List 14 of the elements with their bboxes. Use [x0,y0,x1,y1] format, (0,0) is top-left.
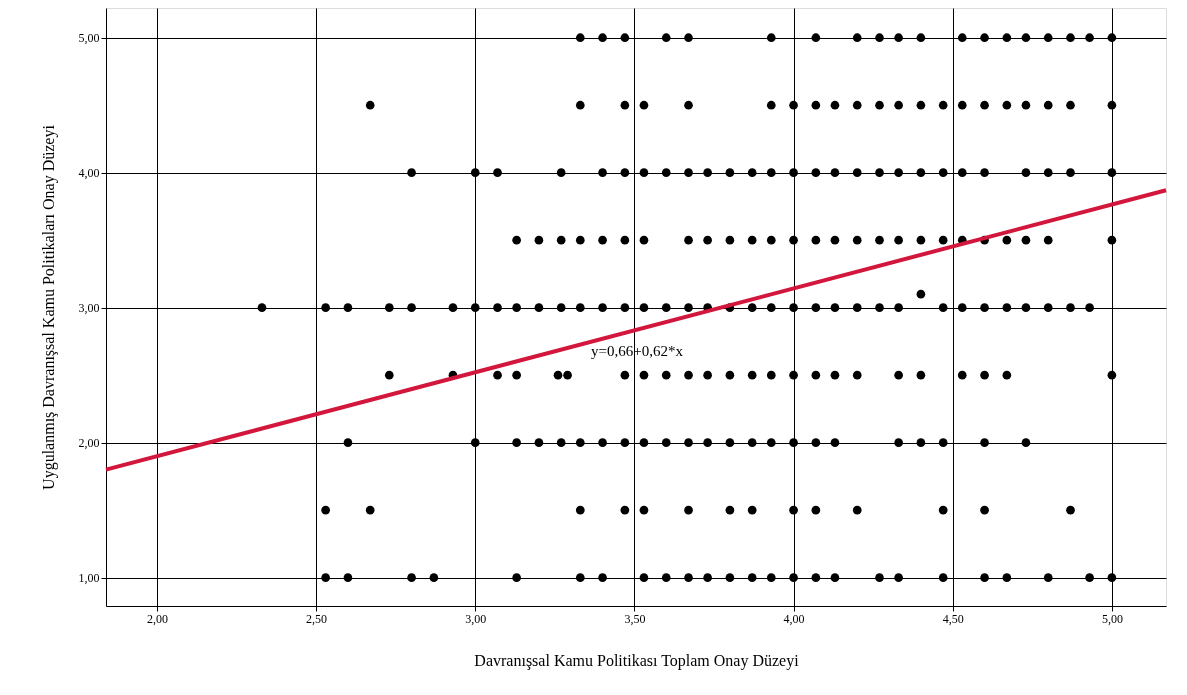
x-axis-title: Davranışsal Kamu Politikası Toplam Onay Düzeyi [474,651,800,670]
x-tick-label: 4,00 [783,611,805,626]
y-tick-label: 3,00 [78,301,100,316]
x-tick-label: 4,50 [942,611,964,626]
x-tick-label: 3,50 [624,611,646,626]
x-tick-label: 5,00 [1101,611,1123,626]
y-tick-label: 5,00 [78,31,100,46]
x-tick-label: 2,50 [306,611,328,626]
x-tick-label: 3,00 [465,611,487,626]
y-tick-label: 2,00 [78,436,100,451]
y-axis-title: Uygulanmış Davranışsal Kamu Politikaları Onay Düzeyi [39,124,58,490]
y-tick-label: 1,00 [78,571,100,586]
x-tick-label: 2,00 [146,611,168,626]
y-tick-label: 4,00 [78,166,100,181]
